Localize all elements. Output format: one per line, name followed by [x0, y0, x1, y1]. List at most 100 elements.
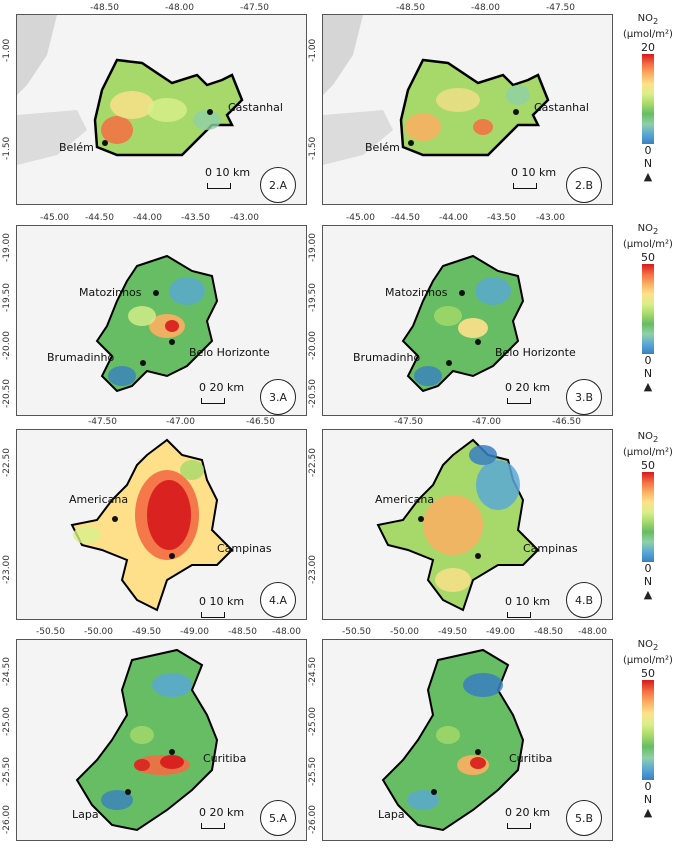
y-tick: -24.50 [308, 656, 318, 686]
city-label: Castanhal [228, 101, 283, 114]
scale-bar [201, 398, 225, 404]
city-label: Brumadinho [47, 351, 115, 364]
legend-unit: (µmol/m²) [623, 447, 673, 458]
y-tick: -20.50 [2, 378, 12, 408]
x-tick: -47.50 [394, 417, 424, 427]
legend-max: 50 [641, 667, 655, 680]
city-label: Belo Horizonte [495, 346, 576, 359]
city-label: Campinas [217, 542, 272, 555]
y-tick: -23.00 [2, 554, 12, 584]
legend-unit: (µmol/m²) [623, 239, 673, 250]
y-tick: -25.00 [308, 706, 318, 736]
panel-badge: 4.B [566, 582, 602, 618]
legend-unit: (µmol/m²) [623, 29, 673, 40]
legend-unit: (µmol/m²) [623, 655, 673, 666]
map-panel-2a: Castanhal Belém 0 10 km 2.A [16, 14, 307, 205]
legend-row-2: NO2 (µmol/m²) 20 0 N ▲ [620, 12, 676, 183]
city-label: Lapa [378, 808, 405, 821]
panel-badge: 2.A [260, 167, 296, 203]
y-tick: -1.00 [2, 38, 12, 62]
x-tick: -48.50 [534, 627, 564, 637]
y-tick: -22.50 [308, 447, 318, 477]
x-tick: -43.00 [230, 213, 260, 223]
city-label: Belém [365, 141, 400, 154]
north-arrow-icon: ▲ [643, 588, 653, 601]
legend-max: 20 [641, 41, 655, 54]
x-tick: -48.50 [228, 627, 258, 637]
y-tick: -20.00 [2, 330, 12, 360]
north-label: N [643, 367, 653, 380]
y-tick: -20.00 [308, 330, 318, 360]
scale-label: 0 10 km [511, 166, 557, 179]
map-panel-5b: Curitiba Lapa 0 20 km 5.B [322, 639, 613, 841]
city-label: Americana [69, 493, 129, 506]
legend-max: 50 [641, 459, 655, 472]
y-tick: -25.00 [2, 706, 12, 736]
x-tick: -48.00 [471, 3, 501, 13]
legend-min: 0 [644, 780, 652, 793]
y-tick: -24.50 [2, 656, 12, 686]
y-tick: -1.50 [2, 136, 12, 160]
scale-bar [507, 612, 531, 618]
north-arrow-icon: ▲ [643, 380, 653, 393]
x-tick: -49.50 [132, 627, 162, 637]
panel-badge: 3.A [260, 379, 296, 415]
x-tick: -44.00 [439, 213, 469, 223]
north-arrow-icon: ▲ [643, 806, 653, 819]
panel-badge: 3.B [566, 379, 602, 415]
legend-subscript: 2 [653, 434, 659, 444]
x-tick: -48.00 [272, 627, 302, 637]
y-tick: -19.00 [2, 232, 12, 262]
y-tick: -26.00 [2, 804, 12, 834]
x-tick: -44.00 [133, 213, 163, 223]
scale-label: 0 10 km [205, 166, 251, 179]
city-label: Belo Horizonte [189, 346, 270, 359]
y-tick: -25.50 [2, 756, 12, 786]
city-label: Brumadinho [353, 351, 421, 364]
legend-min: 0 [644, 354, 652, 367]
x-tick: -49.00 [180, 627, 210, 637]
y-tick: -25.50 [308, 756, 318, 786]
y-tick: -19.50 [308, 282, 318, 312]
x-tick: -47.50 [240, 3, 270, 13]
scale-bar [201, 612, 225, 618]
map-panel-2b: Castanhal Belém 0 10 km 2.B [322, 14, 613, 205]
x-tick: -48.00 [165, 3, 195, 13]
x-tick: -44.50 [391, 213, 421, 223]
x-tick: -48.00 [578, 627, 608, 637]
legend-subscript: 2 [653, 226, 659, 236]
legend-row-3: NO2 (µmol/m²) 50 0 N ▲ [620, 222, 676, 393]
x-tick: -46.50 [246, 417, 276, 427]
x-tick: -50.50 [36, 627, 66, 637]
x-tick: -45.00 [346, 213, 376, 223]
x-tick: -50.00 [390, 627, 420, 637]
x-tick: -50.00 [84, 627, 114, 637]
north-label: N [643, 575, 653, 588]
y-tick: -1.00 [308, 38, 318, 62]
legend-subscript: 2 [653, 642, 659, 652]
legend-color-bar [642, 680, 654, 780]
x-tick: -47.00 [166, 417, 196, 427]
map-panel-4a: Americana Campinas 0 10 km 4.A [16, 429, 307, 620]
legend-color-bar [642, 54, 654, 144]
scale-bar [207, 183, 231, 189]
scale-label: 0 10 km [199, 595, 245, 608]
city-label: Matozinhos [79, 286, 142, 299]
x-tick: -49.50 [438, 627, 468, 637]
x-tick: -45.00 [40, 213, 70, 223]
y-tick: -19.00 [308, 232, 318, 262]
map-panel-3a: Matozinhos Brumadinho Belo Horizonte 0 2… [16, 225, 307, 416]
scale-label: 0 20 km [199, 381, 245, 394]
city-label: Belém [59, 141, 94, 154]
x-tick: -46.50 [552, 417, 582, 427]
legend-subscript: 2 [653, 16, 659, 26]
x-tick: -48.50 [396, 3, 426, 13]
y-tick: -20.50 [308, 378, 318, 408]
x-tick: -47.50 [88, 417, 118, 427]
x-tick: -47.50 [546, 3, 576, 13]
panel-badge: 2.B [566, 167, 602, 203]
x-tick: -44.50 [85, 213, 115, 223]
panel-badge: 4.A [260, 582, 296, 618]
legend-title: NO [637, 639, 654, 650]
legend-color-bar [642, 264, 654, 354]
